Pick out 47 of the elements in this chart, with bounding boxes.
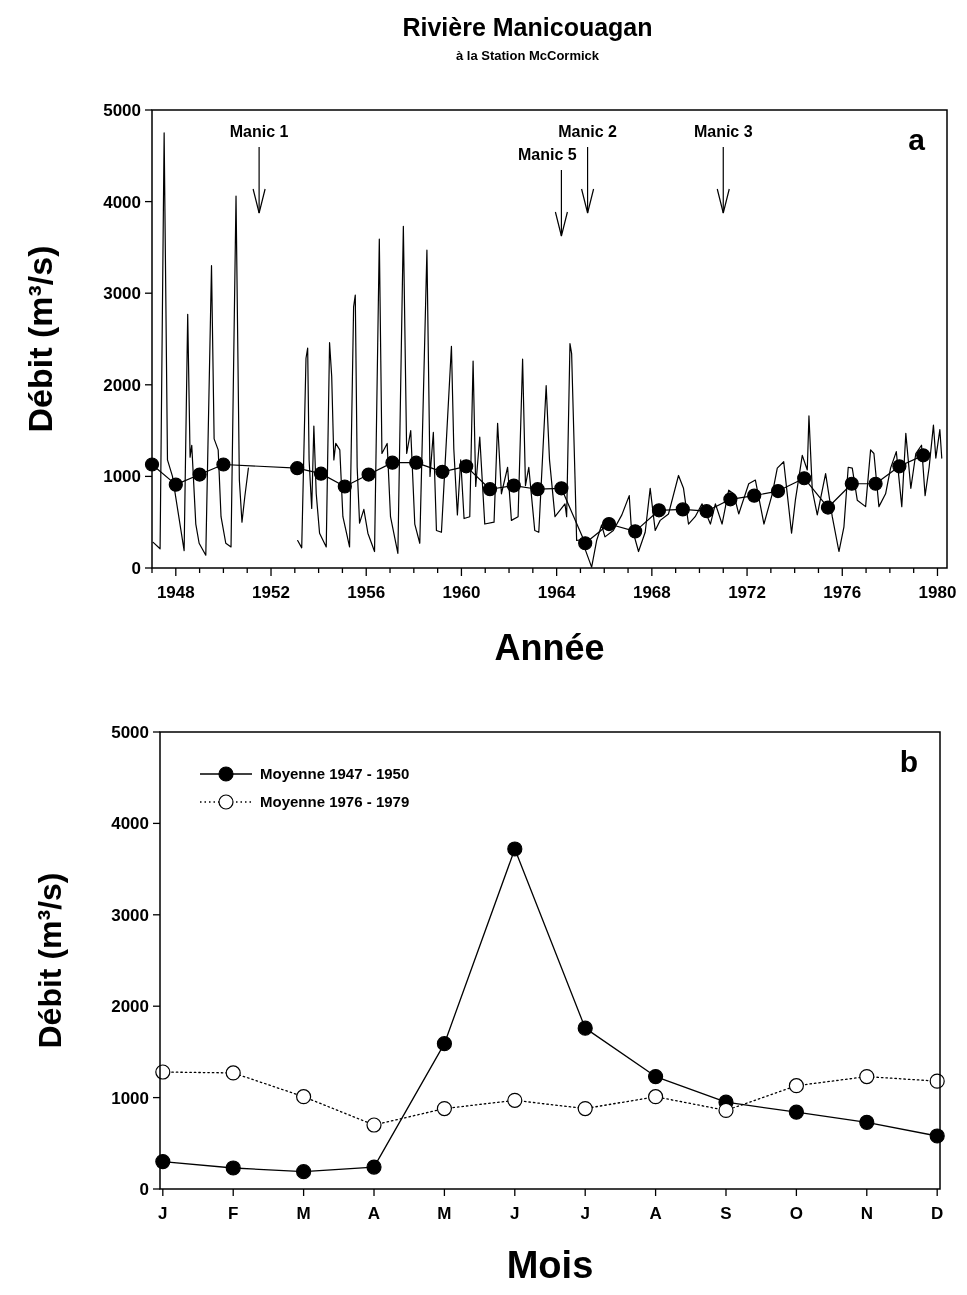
x-tick-label: 1956 xyxy=(347,583,386,602)
annotation: b xyxy=(899,745,918,778)
ref-line-label: Manic 3 xyxy=(693,123,753,140)
x-tick-label: 1952 xyxy=(252,583,290,602)
x-tick-label: O xyxy=(789,1204,804,1223)
x-tick-label: 1976 xyxy=(823,583,862,602)
ref-line-label: Manic 5 xyxy=(518,146,577,163)
x-tick-label: N xyxy=(860,1204,873,1223)
y-tick-label: 4000 xyxy=(111,814,149,834)
x-tick-label: D xyxy=(931,1204,944,1223)
x-tick-label: M xyxy=(296,1204,311,1223)
y-tick-label: 1000 xyxy=(111,1088,149,1108)
y-axis-title: Débit (m³/s) xyxy=(32,872,69,1049)
y-axis-title: Débit (m³/s) xyxy=(20,245,59,433)
y-tick-label: 3000 xyxy=(111,905,149,925)
x-tick-label: F xyxy=(228,1204,239,1223)
ref-line-label: Manic 1 xyxy=(229,123,289,140)
y-tick-label: 5000 xyxy=(111,722,149,742)
y-tick-label: 4000 xyxy=(103,192,141,212)
x-tick-label: 1968 xyxy=(632,583,671,602)
x-axis-title: Mois xyxy=(506,1244,594,1286)
y-tick-label: 2000 xyxy=(103,375,141,395)
y-tick-label: 0 xyxy=(139,1179,149,1199)
legend-label: Moyenne 1947 - 1950 xyxy=(260,765,410,783)
y-tick-label: 3000 xyxy=(103,284,141,304)
chart-subtitle: à la Station McCormick xyxy=(455,48,600,63)
x-tick-label: 1964 xyxy=(537,583,577,602)
x-tick-label: S xyxy=(720,1204,732,1223)
x-tick-label: A xyxy=(649,1204,662,1223)
legend-label: Moyenne 1976 - 1979 xyxy=(260,793,410,811)
y-tick-label: 5000 xyxy=(103,100,141,120)
ref-line-label: Manic 2 xyxy=(558,123,618,140)
x-tick-label: J xyxy=(510,1204,520,1223)
x-tick-label: J xyxy=(158,1204,168,1223)
x-tick-label: 1980 xyxy=(918,583,957,602)
x-tick-label: 1960 xyxy=(442,583,481,602)
y-tick-label: 1000 xyxy=(103,467,141,487)
x-tick-label: M xyxy=(437,1204,452,1223)
y-tick-label: 0 xyxy=(131,558,141,578)
annotation: a xyxy=(908,123,926,156)
y-tick-label: 2000 xyxy=(111,997,149,1017)
x-tick-label: 1948 xyxy=(156,583,195,602)
chart-title: Rivière Manicouagan xyxy=(402,13,653,41)
x-tick-label: J xyxy=(580,1204,590,1223)
x-tick-label: 1972 xyxy=(728,583,766,602)
x-tick-label: A xyxy=(367,1204,381,1223)
x-axis-title: Année xyxy=(494,627,605,668)
